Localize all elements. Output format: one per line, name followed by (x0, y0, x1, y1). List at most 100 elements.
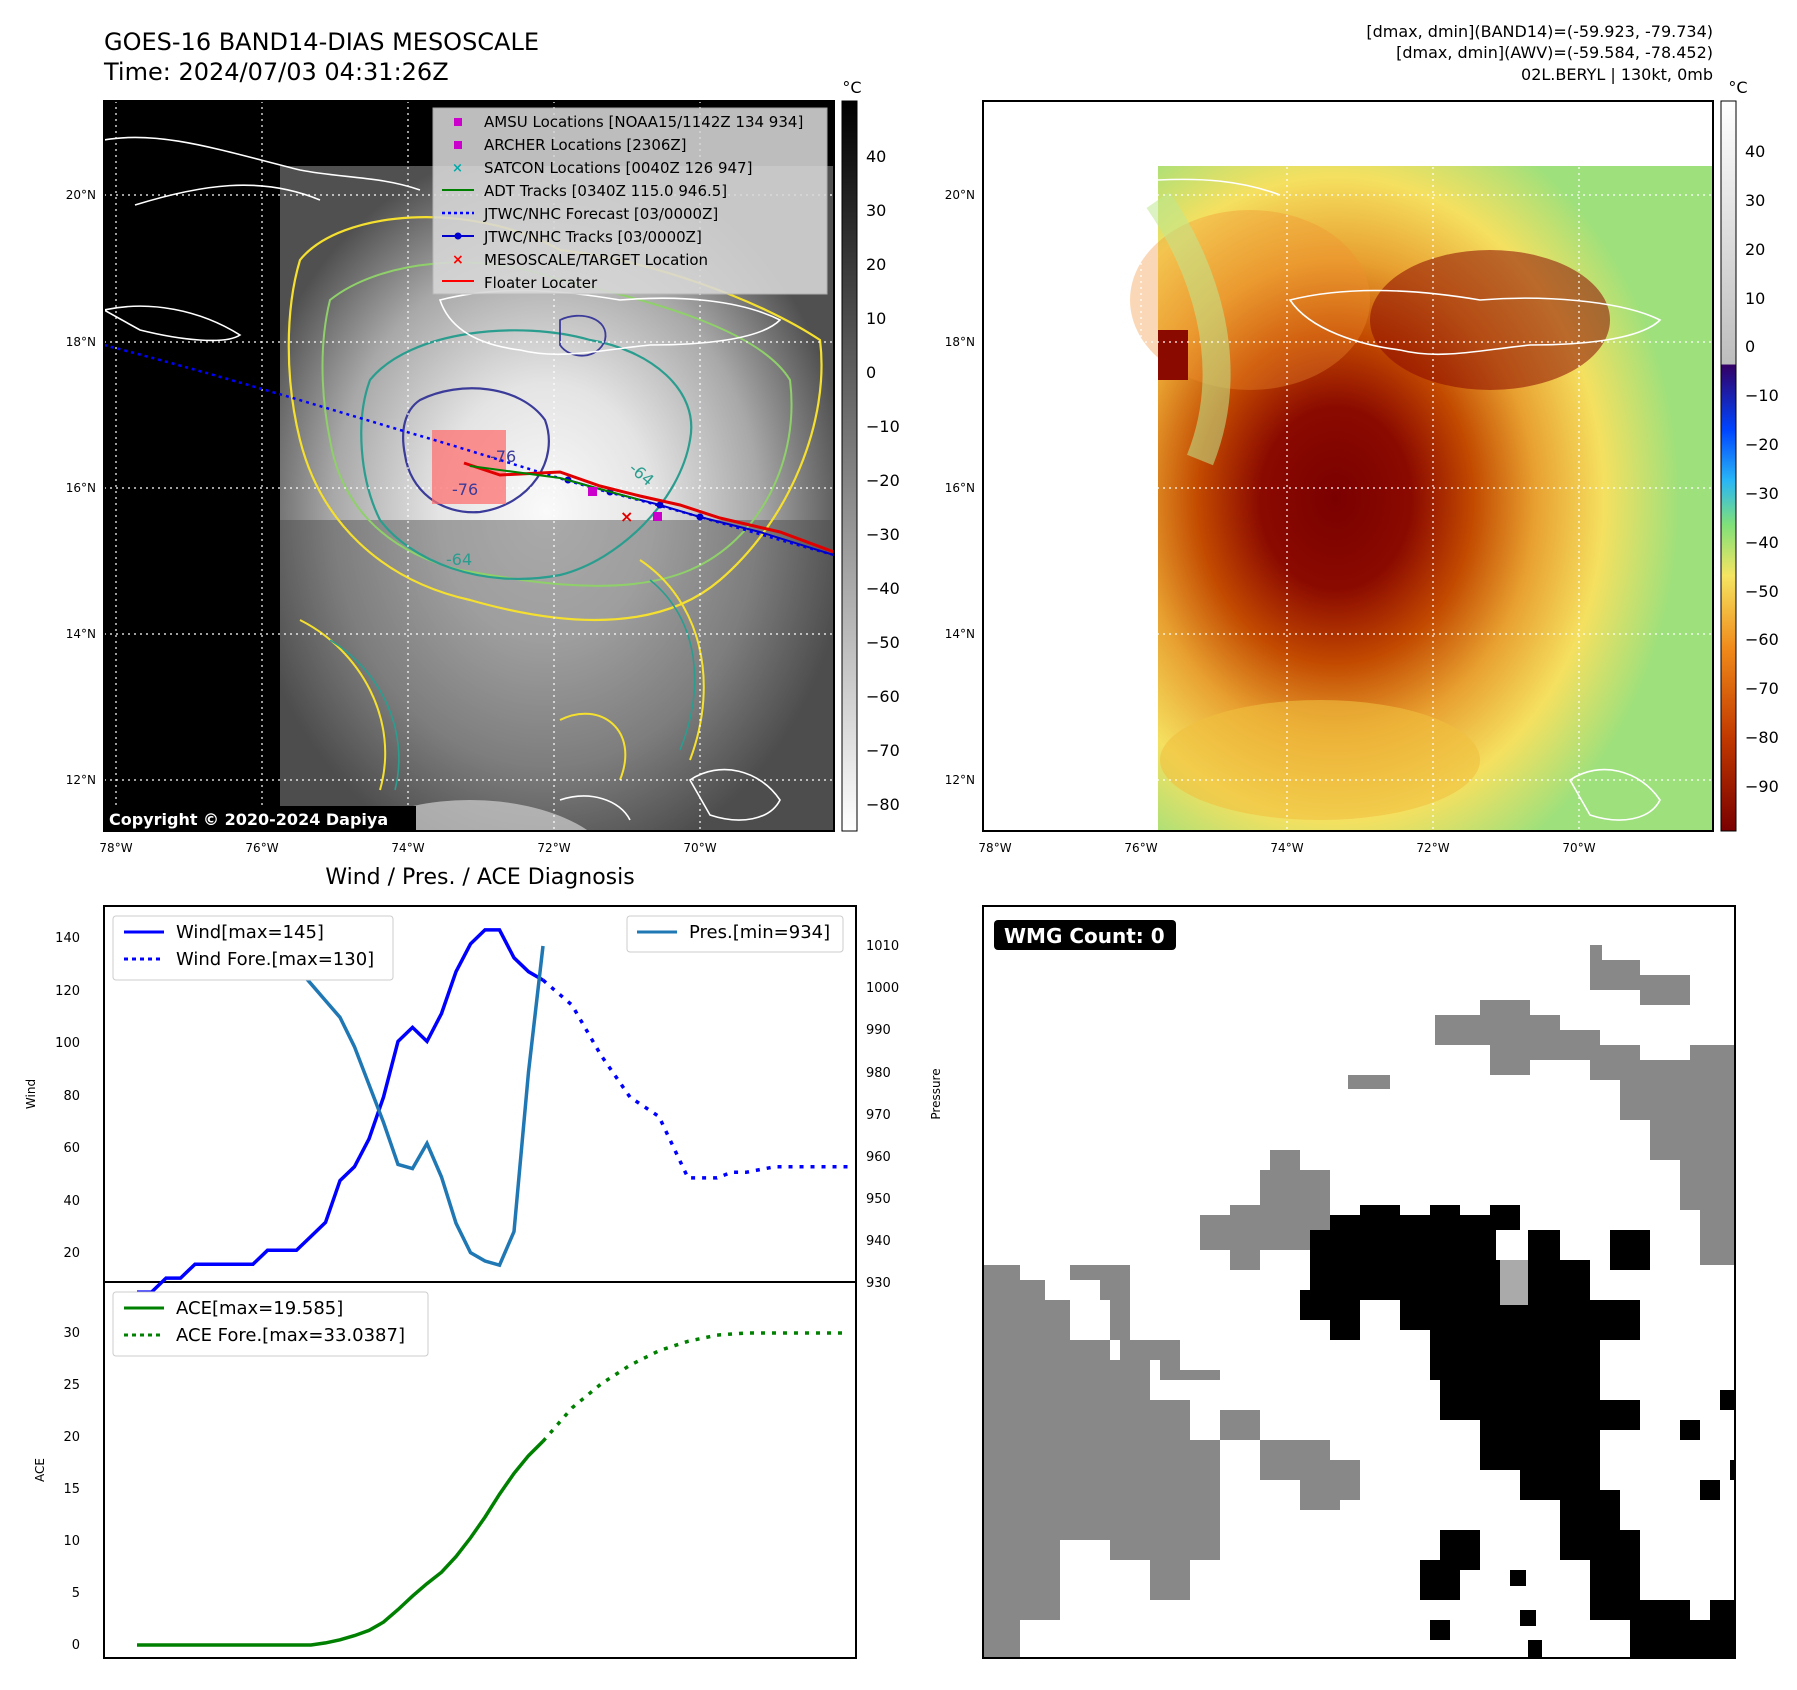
colorbar-tick: −20 (1745, 435, 1779, 454)
lat-tick: 14°N (945, 627, 975, 641)
wind-axis-label: Wind (24, 1079, 38, 1109)
lat-tick: 14°N (66, 627, 96, 641)
legend-tracks: JTWC/NHC Tracks [03/0000Z] (483, 228, 702, 246)
colorbar-tick: 10 (1745, 289, 1765, 308)
colorbar-tick: 20 (866, 255, 886, 274)
contour-label: -64 (446, 550, 472, 569)
lon-tick: 78°W (99, 841, 132, 855)
legend-archer: ARCHER Locations [2306Z] (484, 136, 687, 154)
wind-tick: 20 (63, 1246, 80, 1261)
dmax-band14: [dmax, dmin](BAND14)=(-59.923, -79.734) (1366, 22, 1713, 41)
lat-tick: 16°N (66, 481, 96, 495)
pressure-tick: 1000 (866, 981, 899, 996)
colorbar-tick: −90 (1745, 777, 1779, 796)
colorbar-tick: 0 (866, 363, 876, 382)
wind-tick: 40 (63, 1194, 80, 1209)
ace-tick: 15 (63, 1482, 80, 1497)
lon-tick: 74°W (1270, 841, 1303, 855)
ace-axis-label: ACE (33, 1458, 47, 1482)
legend-floater: Floater Locater (484, 274, 598, 292)
wmg-gray-region-northeast (1435, 1000, 1735, 1265)
lon-tick: 78°W (978, 841, 1011, 855)
wmg-black-region (1300, 1205, 1640, 1620)
storm-info: 02L.BERYL | 130kt, 0mb (1521, 65, 1713, 84)
wmg-count-badge: WMG Count: 0 (1004, 924, 1165, 948)
legend-wind-fore: Wind Fore.[max=130] (176, 949, 374, 970)
diagnosis-title: Wind / Pres. / ACE Diagnosis (325, 865, 634, 890)
ace-tick: 10 (63, 1534, 80, 1549)
lon-tick: 76°W (1124, 841, 1157, 855)
pressure-tick: 940 (866, 1234, 891, 1249)
colorbar-tick: −60 (1745, 630, 1779, 649)
colorbar-tick: −80 (1745, 728, 1779, 747)
colorbar-tick: 40 (1745, 142, 1765, 161)
legend-forecast: JTWC/NHC Forecast [03/0000Z] (483, 205, 718, 223)
coastline-cuba (104, 136, 421, 206)
colorbar-tick: −60 (866, 687, 900, 706)
legend-satcon: SATCON Locations [0040Z 126 947] (484, 159, 752, 177)
contour-64 (360, 329, 693, 580)
target-marker: × (620, 507, 633, 526)
ace-tick: 20 (63, 1430, 80, 1445)
ace-tick: 25 (63, 1378, 80, 1393)
lon-tick: 74°W (391, 841, 424, 855)
pressure-tick: 970 (866, 1108, 891, 1123)
diagnosis-panel (103, 905, 857, 1659)
colorbar-unit: °C (1728, 78, 1747, 97)
wmg-gray-region-west (983, 1265, 1360, 1658)
svg-text:×: × (452, 161, 463, 176)
svg-text:×: × (452, 252, 464, 268)
legend-pres: Pres.[min=934] (689, 922, 830, 943)
colorbar-tick: −40 (1745, 533, 1779, 552)
legend-adt: ADT Tracks [0340Z 115.0 946.5] (484, 182, 727, 200)
floater-locater-line (463, 461, 834, 554)
colorbar-tick: 0 (1745, 337, 1755, 356)
lat-tick: 16°N (945, 481, 975, 495)
wind-tick: 100 (55, 1036, 80, 1051)
lat-tick: 20°N (66, 188, 96, 202)
lon-tick: 70°W (1562, 841, 1595, 855)
pressure-tick: 950 (866, 1192, 891, 1207)
lat-tick: 12°N (945, 773, 975, 787)
colorbar-gray (841, 100, 858, 832)
colorbar-tick: 40 (866, 147, 886, 166)
dmax-awv: [dmax, dmin](AWV)=(-59.584, -78.452) (1396, 43, 1713, 62)
ace-forecast-series-line (541, 1331, 848, 1443)
colorbar-tick: 10 (866, 309, 886, 328)
colorbar-tick: −70 (1745, 679, 1779, 698)
legend-wind: Wind[max=145] (176, 922, 324, 943)
ace-tick: 5 (72, 1586, 80, 1601)
lon-tick: 72°W (537, 841, 570, 855)
colorbar-tick: −50 (1745, 582, 1779, 601)
pressure-tick: 990 (866, 1023, 891, 1038)
colorbar-tick: −50 (866, 633, 900, 652)
coastline-jamaica (104, 305, 242, 342)
color-map-panel (982, 100, 1714, 832)
colorbar-tick: −80 (866, 795, 900, 814)
archer-marker (588, 487, 597, 496)
ace-tick: 0 (72, 1638, 80, 1653)
legend-ace: ACE[max=19.585] (176, 1298, 343, 1319)
wind-tick: 60 (63, 1141, 80, 1156)
wind-tick: 120 (55, 984, 80, 999)
legend-target: MESOSCALE/TARGET Location (484, 251, 708, 269)
wind-forecast-series-line (541, 978, 848, 1180)
wmg-panel (982, 905, 1736, 1659)
colorbar-tick: −40 (866, 579, 900, 598)
chart-time: Time: 2024/07/03 04:31:26Z (104, 58, 449, 86)
lat-tick: 18°N (945, 335, 975, 349)
lon-tick: 72°W (1416, 841, 1449, 855)
colorbar-color (1720, 100, 1737, 832)
colorbar-tick: 30 (866, 201, 886, 220)
legend-amsu: AMSU Locations [NOAA15/1142Z 134 934] (484, 113, 803, 131)
wind-tick: 140 (55, 931, 80, 946)
contour-label: -76 (452, 480, 478, 499)
pressure-tick: 960 (866, 1150, 891, 1165)
pressure-tick: 980 (866, 1066, 891, 1081)
pressure-tick: 930 (866, 1276, 891, 1291)
chart-title: GOES-16 BAND14-DIAS MESOSCALE (104, 28, 540, 56)
colorbar-tick: −30 (866, 525, 900, 544)
colorbar-unit: °C (842, 78, 861, 97)
colorbar-tick: −10 (1745, 386, 1779, 405)
